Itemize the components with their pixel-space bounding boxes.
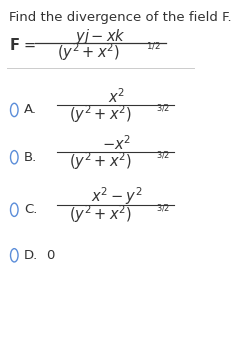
Text: B.: B. — [24, 151, 37, 164]
Text: $(y^2+x^2)$: $(y^2+x^2)$ — [57, 41, 120, 63]
Text: D.: D. — [24, 249, 38, 262]
Text: C.: C. — [24, 203, 38, 216]
Text: $yj-xk$: $yj-xk$ — [75, 27, 126, 46]
Text: $x^2$: $x^2$ — [108, 87, 125, 106]
Text: $\mathbf{F}$ =: $\mathbf{F}$ = — [9, 37, 37, 53]
Text: $(y^2+x^2)$: $(y^2+x^2)$ — [69, 203, 132, 225]
Text: $(y^2+x^2)$: $(y^2+x^2)$ — [69, 103, 132, 125]
Text: Find the divergence of the field F.: Find the divergence of the field F. — [9, 11, 232, 24]
Text: $^{3/2}$: $^{3/2}$ — [156, 204, 170, 217]
Text: $^{3/2}$: $^{3/2}$ — [156, 152, 170, 165]
Text: 0: 0 — [46, 249, 54, 262]
Text: $^{3/2}$: $^{3/2}$ — [156, 104, 170, 118]
Text: A.: A. — [24, 103, 37, 116]
Text: $^{1/2}$: $^{1/2}$ — [146, 42, 161, 55]
Text: $-x^2$: $-x^2$ — [102, 134, 131, 153]
Text: $x^2-y^2$: $x^2-y^2$ — [91, 186, 142, 207]
Text: $(y^2+x^2)$: $(y^2+x^2)$ — [69, 151, 132, 172]
